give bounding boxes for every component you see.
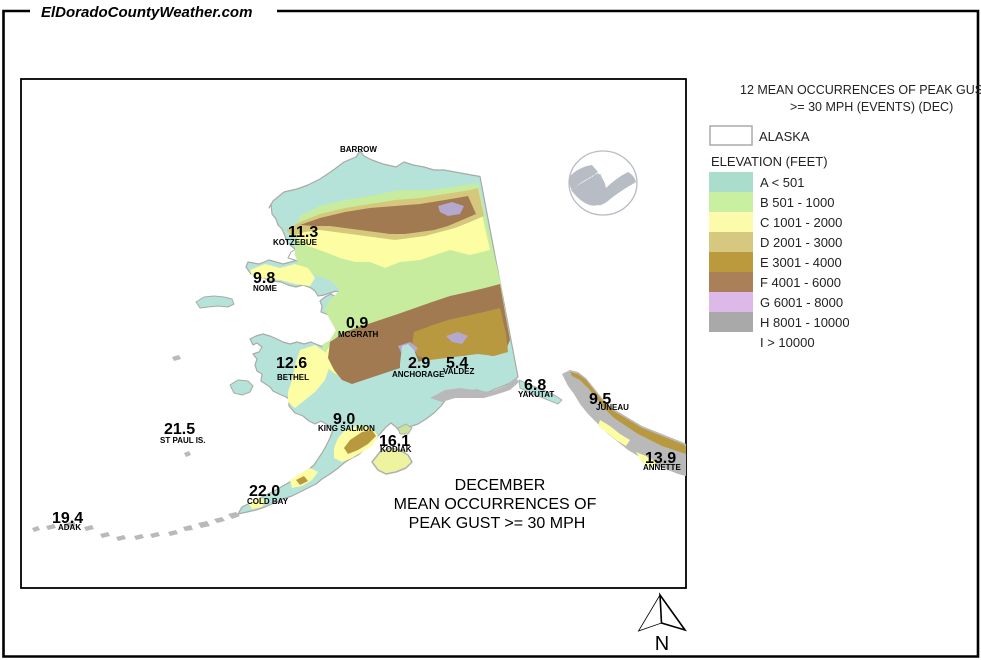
svg-text:0.9: 0.9 bbox=[346, 315, 368, 332]
svg-text:ANCHORAGE: ANCHORAGE bbox=[392, 370, 445, 379]
svg-text:MCGRATH: MCGRATH bbox=[338, 330, 379, 339]
svg-text:ADAK: ADAK bbox=[58, 523, 81, 532]
svg-text:22.0: 22.0 bbox=[249, 483, 280, 500]
svg-text:VALDEZ: VALDEZ bbox=[443, 367, 475, 376]
svg-text:MEAN OCCURRENCES OF: MEAN OCCURRENCES OF bbox=[394, 496, 597, 513]
svg-text:A < 501: A < 501 bbox=[760, 175, 804, 190]
svg-text:BARROW: BARROW bbox=[340, 145, 377, 154]
svg-text:ElDoradoCountyWeather.com: ElDoradoCountyWeather.com bbox=[41, 4, 252, 21]
svg-text:NOAA: NOAA bbox=[581, 173, 603, 183]
svg-text:YAKUTAT: YAKUTAT bbox=[518, 390, 554, 399]
svg-text:D 2001 - 3000: D 2001 - 3000 bbox=[760, 235, 842, 250]
svg-text:12 MEAN OCCURRENCES OF PEAK GU: 12 MEAN OCCURRENCES OF PEAK GUST bbox=[740, 83, 981, 97]
svg-text:ELEVATION (FEET): ELEVATION (FEET) bbox=[711, 154, 828, 169]
svg-text:21.5: 21.5 bbox=[164, 421, 195, 438]
svg-text:9.8: 9.8 bbox=[253, 270, 275, 287]
svg-text:C 1001 - 2000: C 1001 - 2000 bbox=[760, 215, 842, 230]
svg-text:JUNEAU: JUNEAU bbox=[596, 403, 629, 412]
svg-text:5.4: 5.4 bbox=[446, 355, 468, 372]
svg-text:BETHEL: BETHEL bbox=[277, 373, 309, 382]
svg-text:H 8001 - 10000: H 8001 - 10000 bbox=[760, 315, 850, 330]
svg-text:E 3001 - 4000: E 3001 - 4000 bbox=[760, 255, 842, 270]
svg-text:F 4001 - 6000: F 4001 - 6000 bbox=[760, 275, 841, 290]
svg-text:DECEMBER: DECEMBER bbox=[455, 477, 546, 494]
svg-text:9.0: 9.0 bbox=[333, 411, 355, 428]
svg-text:16.1: 16.1 bbox=[379, 433, 410, 450]
svg-text:13.9: 13.9 bbox=[645, 450, 676, 467]
svg-text:ALASKA: ALASKA bbox=[759, 129, 810, 144]
svg-text:ST PAUL IS.: ST PAUL IS. bbox=[160, 436, 206, 445]
svg-text:KODIAK: KODIAK bbox=[380, 445, 412, 454]
svg-text:6.8: 6.8 bbox=[524, 377, 546, 394]
svg-text:NOME: NOME bbox=[253, 284, 278, 293]
svg-text:9.5: 9.5 bbox=[589, 391, 611, 408]
svg-text:I > 10000: I > 10000 bbox=[760, 335, 815, 350]
svg-text:KOTZEBUE: KOTZEBUE bbox=[273, 238, 318, 247]
svg-text:ANNETTE: ANNETTE bbox=[643, 463, 681, 472]
svg-text:KING SALMON: KING SALMON bbox=[318, 424, 375, 433]
svg-text:>= 30 MPH (EVENTS) (DEC): >= 30 MPH (EVENTS) (DEC) bbox=[790, 100, 953, 114]
svg-text:12.6: 12.6 bbox=[276, 355, 307, 372]
svg-text:G 6001 - 8000: G 6001 - 8000 bbox=[760, 295, 843, 310]
svg-text:2.9: 2.9 bbox=[408, 355, 430, 372]
svg-text:N: N bbox=[655, 633, 669, 655]
svg-text:PEAK GUST >= 30 MPH: PEAK GUST >= 30 MPH bbox=[409, 515, 586, 532]
svg-text:11.3: 11.3 bbox=[288, 224, 318, 241]
svg-text:COLD BAY: COLD BAY bbox=[247, 497, 289, 506]
svg-text:B 501 - 1000: B 501 - 1000 bbox=[760, 195, 834, 210]
svg-text:19.4: 19.4 bbox=[52, 510, 83, 527]
